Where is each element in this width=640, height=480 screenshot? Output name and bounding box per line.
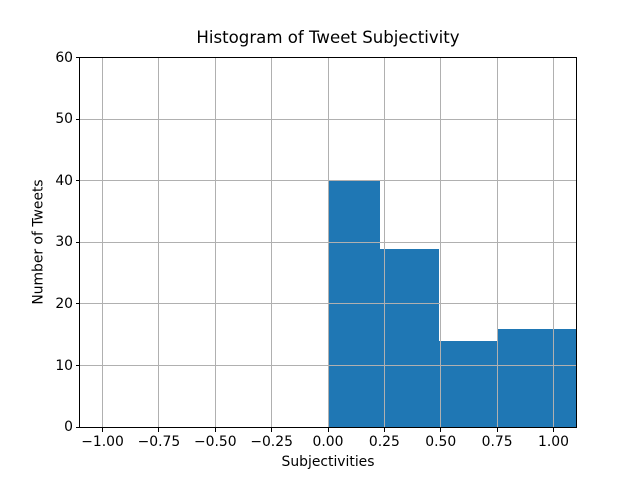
x-tick: [158, 427, 160, 432]
y-tick: [75, 241, 80, 243]
y-tick-label: 60: [55, 49, 73, 66]
y-tick-label: 30: [55, 234, 73, 251]
y-tick-label: 40: [55, 172, 73, 189]
x-tick-label: −0.50: [193, 434, 237, 451]
y-tick: [75, 365, 80, 367]
x-tick: [383, 427, 385, 432]
y-tick: [75, 426, 80, 428]
x-tick-label: 0.50: [425, 434, 457, 451]
x-tick: [102, 427, 104, 432]
y-tick: [75, 57, 80, 59]
y-tick: [75, 180, 80, 182]
x-tick-label: −1.00: [81, 434, 124, 451]
plot-area: Histogram of Tweet Subjectivity Subjecti…: [31, 28, 577, 470]
x-tick: [214, 427, 216, 432]
y-tick: [75, 303, 80, 305]
grid-line-y: [80, 180, 576, 182]
y-tick: [75, 118, 80, 120]
grid-line-y: [80, 303, 576, 305]
grid-line-y: [80, 365, 576, 367]
x-tick: [440, 427, 442, 432]
x-tick-label: 0.75: [481, 434, 513, 451]
y-tick-label: 10: [55, 357, 73, 374]
chart-title: Histogram of Tweet Subjectivity: [196, 27, 460, 47]
x-tick: [496, 427, 498, 432]
x-tick-label: 0.25: [368, 434, 400, 451]
y-axis-label: Number of Tweets: [30, 179, 47, 306]
x-tick: [552, 427, 554, 432]
x-tick-label: 1.00: [537, 434, 569, 451]
y-tick-label: 20: [55, 295, 73, 312]
x-tick-label: −0.25: [250, 434, 293, 451]
grid-line-y: [80, 118, 576, 120]
x-tick-label: 0.00: [312, 434, 344, 451]
x-tick-label: −0.75: [137, 434, 181, 451]
x-tick: [327, 427, 329, 432]
x-tick: [271, 427, 273, 432]
grid-line-y: [80, 241, 576, 243]
x-axis-label: Subjectivities: [281, 454, 375, 471]
histogram-bar: [497, 328, 576, 428]
histogram-bar: [438, 340, 498, 428]
histogram-bar: [380, 248, 439, 428]
y-tick-label: 0: [64, 419, 73, 436]
y-tick-label: 50: [55, 111, 73, 128]
